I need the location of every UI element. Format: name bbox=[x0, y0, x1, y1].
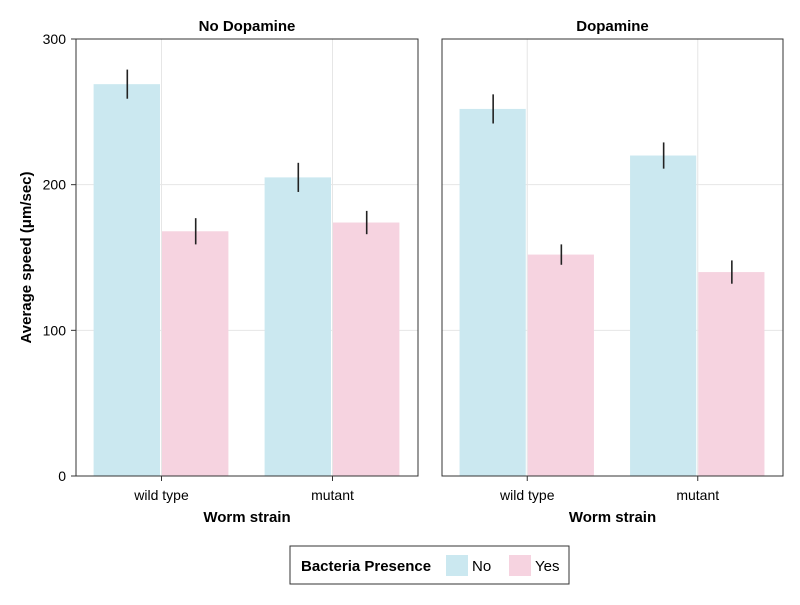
panel-title: No Dopamine bbox=[199, 18, 296, 35]
bar bbox=[527, 254, 594, 476]
bar bbox=[264, 177, 331, 476]
panel-frame bbox=[75, 38, 419, 477]
panel-frame bbox=[441, 38, 784, 477]
x-tick-label: wild type bbox=[133, 487, 189, 503]
panel-title: Dopamine bbox=[576, 18, 649, 35]
legend-swatch bbox=[509, 555, 531, 576]
legend-title: Bacteria Presence bbox=[301, 558, 431, 575]
bar bbox=[333, 222, 400, 476]
legend-label: Yes bbox=[535, 558, 559, 575]
x-axis-title: Worm strain bbox=[203, 509, 290, 526]
x-tick-label: mutant bbox=[676, 487, 719, 503]
bar bbox=[93, 84, 160, 476]
y-axis-title: Average speed (μm/sec) bbox=[18, 171, 35, 343]
y-tick-label: 300 bbox=[43, 31, 67, 47]
legend-label: No bbox=[472, 558, 491, 575]
bar bbox=[162, 231, 229, 476]
bar bbox=[630, 155, 697, 477]
y-tick-label: 100 bbox=[43, 322, 67, 338]
legend-swatch bbox=[446, 555, 468, 576]
x-tick-label: mutant bbox=[311, 487, 354, 503]
x-tick-label: wild type bbox=[499, 487, 555, 503]
y-tick-label: 0 bbox=[58, 468, 66, 484]
bar bbox=[698, 272, 765, 476]
y-tick-label: 200 bbox=[43, 177, 67, 193]
bar bbox=[459, 108, 526, 477]
x-axis-title: Worm strain bbox=[569, 509, 656, 526]
